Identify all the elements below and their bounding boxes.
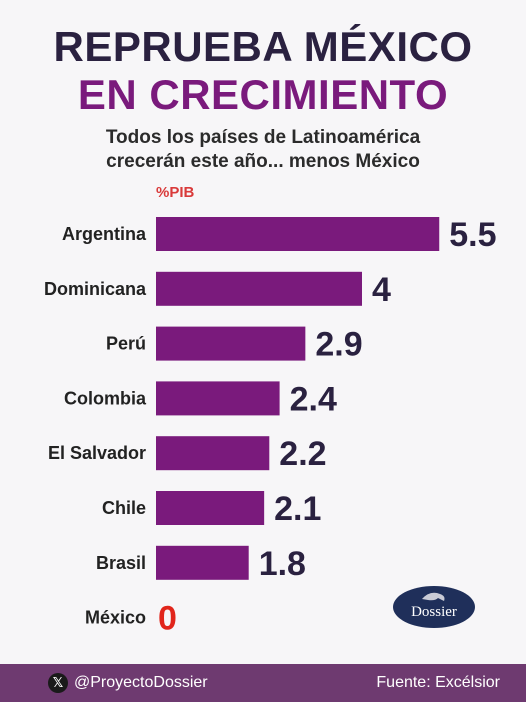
value-label: 2.1 [274,490,321,528]
subtitle-line-2: crecerán este año... menos México [106,151,420,172]
source-credit: Fuente: Excélsior [376,674,500,691]
category-label: Perú [106,334,146,354]
bar [156,217,440,251]
bar [156,271,362,306]
value-label: 2.4 [290,380,337,418]
category-label: Chile [102,498,146,518]
title-line-1: REPRUEBA MÉXICO [53,23,473,70]
value-label: 1.8 [259,545,306,583]
value-label: 2.2 [279,435,326,473]
category-label: Colombia [64,388,147,408]
bar [156,326,306,361]
value-label: 5.5 [449,216,496,254]
subtitle: Todos los países de Latinoamérica crecer… [0,126,526,174]
bar [156,381,280,416]
logo-text: Dossier [411,604,457,620]
value-label: 0 [158,600,177,638]
category-label: Brasil [96,553,146,573]
category-label: Dominicana [44,279,147,299]
bar [156,491,265,525]
category-label: México [85,608,146,628]
dossier-logo: Dossier [393,586,475,628]
value-label: 4 [372,271,391,309]
bar-chart: Argentina 5.5 Dominicana 4 Perú 2.9 Colombia 2.… [44,216,497,638]
subtitle-line-1: Todos los países de Latinoamérica [105,127,421,148]
category-label: El Salvador [48,443,146,463]
x-icon[interactable]: 𝕏 [48,673,68,693]
bar [156,436,270,471]
footer-bar: 𝕏 @ProyectoDossier Fuente: Excélsior [0,664,526,702]
bar [156,545,249,580]
value-label: 2.9 [315,326,362,364]
unit-label: %PIB [156,184,195,201]
title-line-2: EN CRECIMIENTO [77,71,449,118]
social-handle-link[interactable]: @ProyectoDossier [74,674,208,691]
category-label: Argentina [62,224,147,244]
